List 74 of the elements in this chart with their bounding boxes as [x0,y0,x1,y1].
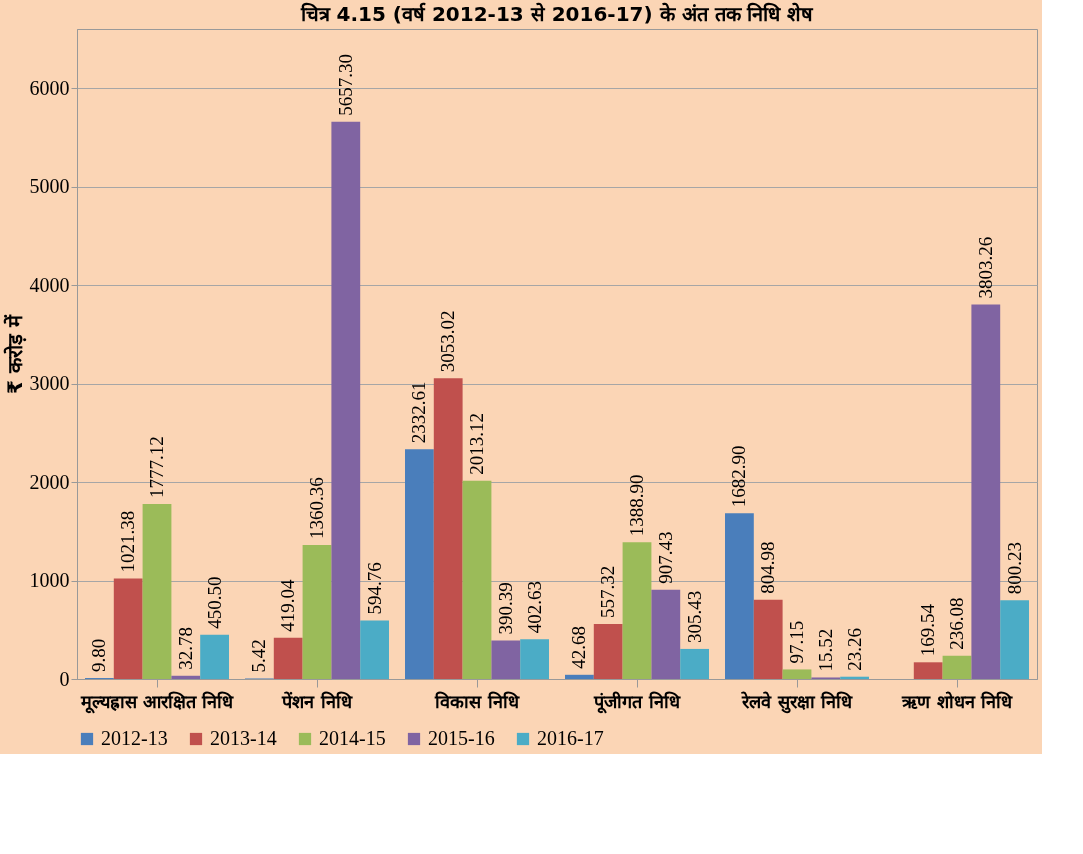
bar [200,634,229,679]
data-label: 2013.12 [466,412,487,475]
data-label: 5657.30 [334,54,356,116]
data-label: 236.08 [946,597,967,650]
data-label: 557.32 [597,565,619,619]
data-label: 169.54 [917,603,939,657]
data-label: 2332.61 [408,381,430,444]
data-label: 402.63 [523,581,545,634]
bar [782,669,812,679]
bar [405,449,434,679]
bar [565,674,594,679]
bar [360,620,389,679]
bar [971,304,1001,679]
data-label: 450.50 [203,576,225,629]
data-label: 5.42 [248,639,270,673]
data-label: 1388.90 [626,474,647,537]
bar [651,589,681,679]
bar [942,655,972,679]
data-label: 23.26 [843,627,865,671]
bar [725,513,754,679]
x-tick-label: ऋण शोधन निधि [901,690,1013,712]
bar [593,624,623,679]
y-tick-label: 2000 [29,470,70,493]
legend-label: 2016-17 [537,727,604,749]
data-label: 804.98 [757,541,779,594]
x-tick-label: रेलवे सुरक्षा निधि [741,690,853,714]
bar [302,545,332,679]
data-label: 3803.26 [974,236,996,299]
x-tick-label: मूल्यह्रास आरक्षित निधि [79,690,235,714]
x-tick-label: पेंशन निधि [281,690,353,712]
data-label: 3053.02 [437,310,459,373]
bar [622,542,652,679]
bar [491,640,521,679]
data-label: 305.43 [683,590,705,643]
legend-label: 2015-16 [428,727,495,749]
data-label: 1777.12 [146,436,167,498]
bar [331,121,361,679]
chart-title: चित्र 4.15 (वर्ष 2012-13 से 2016-17) के अंत तक निधि शेष [299,2,815,26]
data-label: 594.76 [363,562,385,615]
data-label: 9.80 [88,638,110,673]
data-label: 419.04 [277,578,299,632]
data-label: 97.15 [786,620,807,664]
bar [433,378,463,679]
legend-label: 2013-14 [210,727,277,749]
x-tick-label: पूंजीगत निधि [593,690,681,714]
y-tick-label: 3000 [29,372,70,395]
bar [171,675,201,679]
bar [520,639,549,679]
data-label: 1021.38 [117,510,139,573]
data-label: 42.68 [568,626,590,669]
legend-label: 2012-13 [101,727,168,749]
data-label: 800.23 [1003,541,1025,595]
bar [113,578,143,679]
data-label: 32.78 [174,627,196,670]
y-tick-label: 1000 [29,569,70,592]
data-label: 907.43 [654,531,676,584]
y-tick-label: 6000 [29,76,70,99]
x-tick-label: विकास निधि [434,690,520,712]
bar [753,599,783,679]
data-label: 15.52 [814,628,836,672]
y-axis-title: ₹ करोड़ में [2,314,27,394]
bar [680,648,709,679]
bar [142,503,172,679]
y-tick-label: 5000 [29,175,70,198]
y-tick-label: 4000 [29,273,70,296]
data-label: 1360.36 [306,477,327,540]
bar [913,662,943,679]
legend-label: 2014-15 [319,727,386,749]
data-label: 1682.90 [728,445,750,508]
y-tick-label: 0 [59,667,70,690]
bar [1000,600,1029,679]
bar [462,480,492,679]
data-label: 390.39 [494,582,516,635]
bar [273,637,303,679]
